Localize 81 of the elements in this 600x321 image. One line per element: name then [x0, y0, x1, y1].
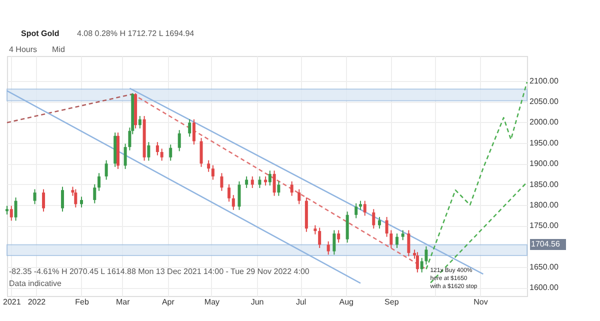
y-tick-label: 2100.00 [530, 76, 559, 86]
candlestick [138, 116, 142, 129]
candlestick [332, 230, 336, 256]
candlestick [264, 176, 268, 186]
candlestick [326, 240, 330, 256]
candlestick [33, 188, 36, 205]
x-tick-label: Mar [116, 298, 130, 306]
y-tick-label: 1600.00 [530, 283, 559, 292]
y-tick-label: 2050.00 [530, 97, 559, 106]
candlestick [14, 197, 18, 222]
x-tick-label: Sep [384, 298, 400, 306]
y-tick-label: 1850.00 [530, 180, 559, 189]
candlestick [268, 170, 272, 186]
candlestick [372, 208, 376, 230]
candlestick [238, 180, 241, 210]
candlestick [298, 188, 301, 205]
candlestick [250, 176, 254, 188]
candlestick [396, 233, 398, 248]
x-tick-label: 2021 [2, 298, 22, 306]
candlestick [378, 216, 381, 230]
candlestick [354, 202, 358, 219]
candlestick [207, 160, 210, 172]
candlestick [220, 172, 224, 192]
x-tick-label: 2022 [28, 298, 46, 306]
candlestick [385, 216, 388, 238]
candlestick [272, 170, 276, 196]
x-tick-label: Jul [296, 298, 306, 306]
y-tick-label: 1650.00 [530, 262, 559, 272]
candlestick [420, 257, 424, 273]
x-tick-label: May [204, 298, 220, 306]
candlestick [10, 205, 13, 222]
candlestick [337, 230, 340, 244]
candlestick [245, 176, 248, 188]
candlestick [424, 246, 428, 266]
annotation: Data indicative [9, 279, 62, 288]
candlestick [93, 184, 96, 204]
candlestick [188, 118, 192, 138]
candlestick [358, 200, 362, 210]
candlestick [156, 142, 159, 156]
candlestick [61, 186, 64, 212]
candlestick [363, 200, 366, 216]
x-tick-label: Aug [339, 298, 354, 306]
candlestick [74, 188, 78, 208]
text: 1704.56 [531, 239, 560, 248]
candlestick [416, 252, 419, 273]
candlestick [104, 160, 108, 180]
y-tick-label: 1950.00 [530, 138, 559, 148]
y-tick-label: 2000.00 [530, 118, 559, 127]
candlestick [211, 164, 214, 180]
x-tick-label: Nov [474, 298, 488, 306]
candlestick [42, 188, 46, 212]
chart-title: Spot Gold [21, 29, 60, 38]
candlestick [192, 118, 196, 146]
candlestick [200, 137, 203, 168]
y-tick-label: 1800.00 [530, 200, 559, 210]
candlestick [290, 180, 294, 196]
candlestick [160, 148, 164, 162]
candlestick [80, 196, 83, 208]
candlestick [147, 142, 150, 162]
candlestick [277, 180, 280, 196]
text: 4 Hours [9, 45, 38, 54]
x-tick-label: Feb [75, 298, 90, 306]
candlestick [390, 230, 393, 248]
x-tick-label: Jun [250, 298, 264, 306]
annotation: -82.35 -4.61% H 2070.45 L 1614.88 Mon 13 Dec 2021 14:00 - Tue 29 Nov 2022 4:00 [9, 267, 310, 276]
candlestick [407, 230, 410, 257]
y-tick-label: 1900.00 [530, 159, 559, 168]
candlestick [314, 224, 317, 235]
candlestick [169, 144, 172, 162]
text: Mid [52, 45, 65, 54]
candlestick [98, 172, 101, 192]
candlestick [232, 194, 235, 210]
candlestick [228, 184, 231, 202]
candlestick [258, 176, 262, 188]
candlestick [178, 130, 181, 152]
x-tick-label: Apr [162, 298, 175, 306]
candlestick [318, 227, 322, 248]
y-tick-label: 1750.00 [530, 221, 559, 230]
candlestick [401, 230, 404, 241]
text: 4.08 0.28% H 1712.72 L 1694.94 [77, 29, 195, 38]
candlestick [124, 143, 127, 170]
